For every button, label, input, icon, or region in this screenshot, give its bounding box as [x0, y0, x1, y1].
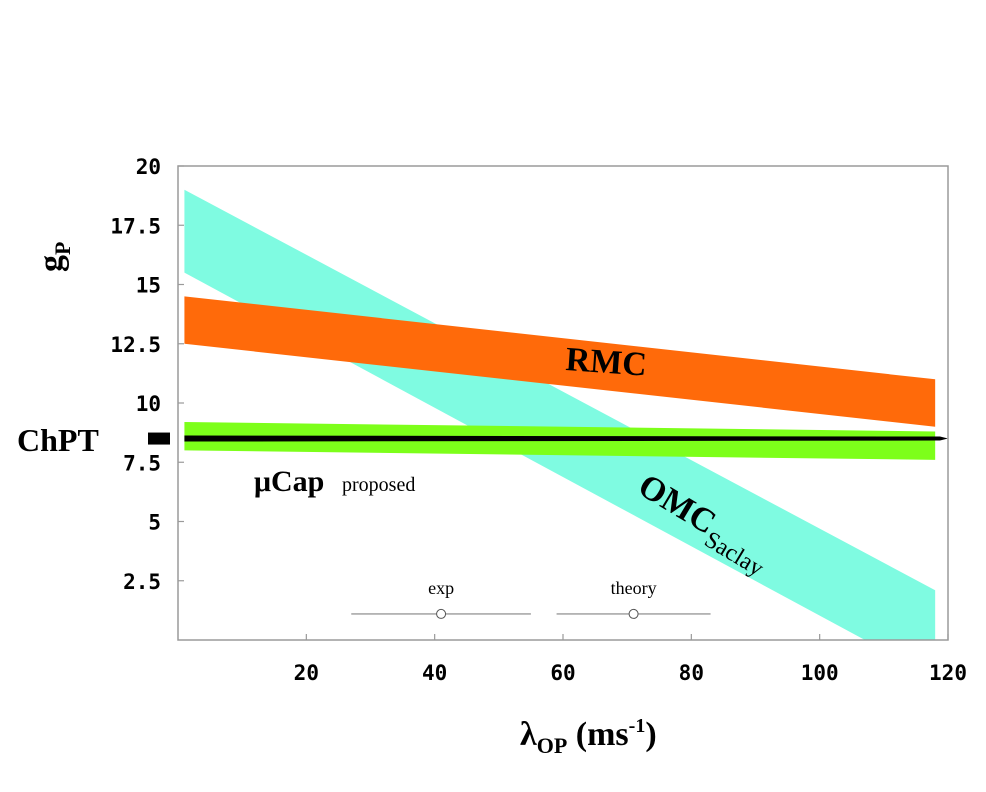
x-tick-label: 40 — [422, 661, 447, 685]
mucap-label: μCap proposed — [254, 465, 415, 498]
y-tick-label: 7.5 — [123, 451, 161, 475]
chpt-layer — [148, 432, 948, 445]
legend-label-theory: theory — [611, 578, 657, 598]
legend-marker-theory — [628, 608, 639, 619]
mucap-proposed-label: proposed — [342, 474, 415, 496]
band-omc-saclay — [184, 189, 936, 640]
band-rmc — [184, 296, 936, 427]
y-tick-label: 17.5 — [110, 214, 161, 238]
legend-marker-exp — [436, 608, 447, 619]
x-tick-label: 60 — [550, 661, 575, 685]
tick-labels: 20 40 60 80 100 120 2.5 5 7.5 10 12.5 15 17.5 20 — [110, 155, 967, 685]
y-axis-title: gP — [33, 242, 75, 272]
y-tick-label: 20 — [136, 155, 161, 179]
x-tick-label: 120 — [929, 661, 967, 685]
y-tick-label: 15 — [136, 274, 161, 298]
x-tick-label: 20 — [294, 661, 319, 685]
y-tick-label: 12.5 — [110, 333, 161, 357]
mucap-main-label: μCap — [254, 465, 324, 498]
y-tick-label: 2.5 — [123, 570, 161, 594]
chpt-label: ChPT — [17, 422, 99, 458]
x-tick-label: 80 — [679, 661, 704, 685]
chpt-line — [184, 435, 948, 442]
bands-layer — [184, 189, 936, 640]
rmc-label: RMC — [564, 341, 648, 384]
y-tick-label: 10 — [136, 392, 161, 416]
error-bar-legend: exp theory — [351, 578, 711, 619]
x-tick-label: 100 — [801, 661, 839, 685]
chpt-marker — [148, 432, 170, 445]
x-axis-title: λOP (ms-1) — [520, 715, 657, 758]
y-tick-label: 5 — [148, 511, 161, 535]
legend-label-exp: exp — [428, 578, 454, 598]
svg-text:gP: gP — [33, 242, 75, 272]
